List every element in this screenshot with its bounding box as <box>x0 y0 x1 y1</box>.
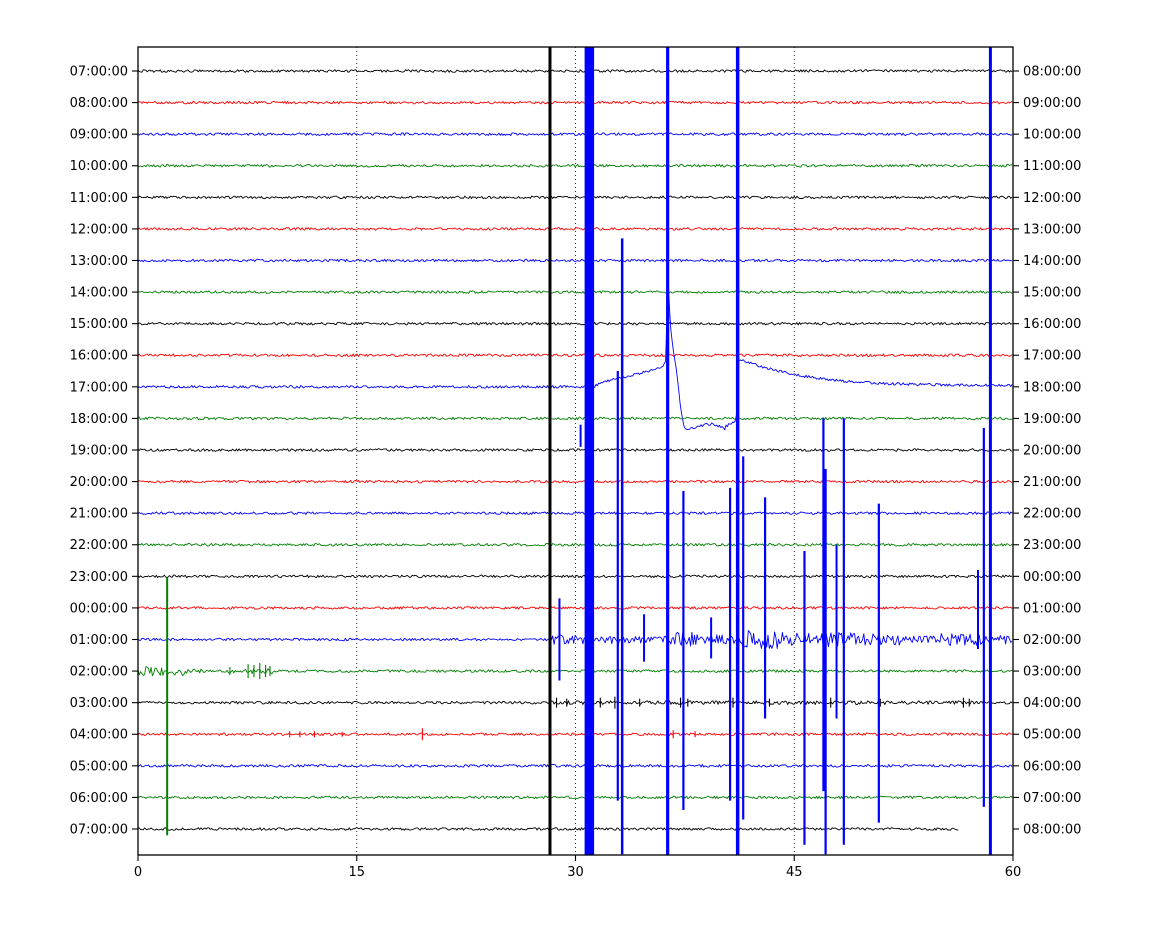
right-tick-label: 08:00:00 <box>1023 822 1081 837</box>
right-tick-label: 09:00:00 <box>1023 96 1081 111</box>
trace-row-210000 <box>138 511 1013 515</box>
trace-row-060000 <box>138 795 1013 800</box>
x-tick-label: 0 <box>134 865 142 880</box>
left-tick-label: 08:00:00 <box>70 96 128 111</box>
right-tick-label: 22:00:00 <box>1023 507 1081 522</box>
trace-row-200000 <box>138 479 1013 484</box>
trace-row-070000 <box>138 827 959 831</box>
left-tick-label: 19:00:00 <box>70 443 128 458</box>
trace-row-110000 <box>138 195 1013 200</box>
trace-row-230000 <box>138 574 1013 579</box>
trace-row-100000 <box>138 164 1013 168</box>
right-tick-label: 16:00:00 <box>1023 317 1081 332</box>
left-tick-label: 01:00:00 <box>70 633 128 648</box>
traces <box>138 69 1013 831</box>
x-tick-label: 60 <box>1005 865 1022 880</box>
left-tick-label: 15:00:00 <box>70 317 128 332</box>
right-tick-label: 13:00:00 <box>1023 222 1081 237</box>
trace-row-180000 <box>138 416 1013 421</box>
trace-row-090000 <box>138 132 1013 136</box>
trace-row-000000 <box>138 606 1013 610</box>
trace-row-130000 <box>138 258 1013 263</box>
left-tick-label: 22:00:00 <box>70 538 128 553</box>
trace-row-190000 <box>138 448 1013 452</box>
event-lines <box>166 47 992 855</box>
trace-row-220000 <box>138 542 1013 547</box>
trace-row-040000 <box>138 732 1013 736</box>
left-tick-label: 21:00:00 <box>70 507 128 522</box>
left-tick-label: 16:00:00 <box>70 349 128 364</box>
x-tick-label: 45 <box>786 865 803 880</box>
left-tick-label: 12:00:00 <box>70 222 128 237</box>
left-tick-label: 06:00:00 <box>70 791 128 806</box>
left-tick-label: 09:00:00 <box>70 128 128 143</box>
left-tick-label: 05:00:00 <box>70 759 128 774</box>
left-tick-label: 00:00:00 <box>70 601 128 616</box>
trace-row-080000 <box>138 100 1013 105</box>
trace-row-030000 <box>138 700 1013 706</box>
trace-row-170000 <box>138 282 1013 431</box>
right-tick-label: 10:00:00 <box>1023 128 1081 143</box>
trace-row-010000 <box>138 630 1013 649</box>
left-tick-label: 17:00:00 <box>70 380 128 395</box>
left-tick-label: 13:00:00 <box>70 254 128 269</box>
left-tick-label: 18:00:00 <box>70 412 128 427</box>
left-tick-label: 23:00:00 <box>70 570 128 585</box>
right-tick-label: 21:00:00 <box>1023 475 1081 490</box>
trace-row-150000 <box>138 321 1013 326</box>
right-tick-label: 02:00:00 <box>1023 633 1081 648</box>
trace-row-070000 <box>138 69 1013 73</box>
left-tick-label: 07:00:00 <box>70 822 128 837</box>
trace-row-020000 <box>138 666 1013 677</box>
right-tick-label: 11:00:00 <box>1023 159 1081 174</box>
right-tick-label: 04:00:00 <box>1023 696 1081 711</box>
right-tick-label: 06:00:00 <box>1023 759 1081 774</box>
right-tick-label: 20:00:00 <box>1023 443 1081 458</box>
x-tick-label: 15 <box>348 865 365 880</box>
right-tick-label: 07:00:00 <box>1023 791 1081 806</box>
trace-row-160000 <box>138 353 1013 357</box>
right-tick-label: 08:00:00 <box>1023 65 1081 80</box>
right-tick-label: 15:00:00 <box>1023 286 1081 301</box>
right-tick-label: 19:00:00 <box>1023 412 1081 427</box>
right-tick-label: 12:00:00 <box>1023 191 1081 206</box>
axis-labels: 07:00:00 08:00:00 08:00:00 09:00:00 09:00:00… <box>70 65 1082 881</box>
left-tick-label: 03:00:00 <box>70 696 128 711</box>
right-tick-label: 23:00:00 <box>1023 538 1081 553</box>
left-tick-label: 04:00:00 <box>70 728 128 743</box>
left-tick-label: 20:00:00 <box>70 475 128 490</box>
x-tick-label: 30 <box>567 865 584 880</box>
left-tick-label: 07:00:00 <box>70 65 128 80</box>
left-tick-label: 11:00:00 <box>70 191 128 206</box>
left-tick-label: 10:00:00 <box>70 159 128 174</box>
trace-row-140000 <box>138 290 1013 294</box>
left-tick-label: 14:00:00 <box>70 286 128 301</box>
right-tick-label: 00:00:00 <box>1023 570 1081 585</box>
right-tick-label: 18:00:00 <box>1023 380 1081 395</box>
trace-row-120000 <box>138 227 1013 231</box>
right-tick-label: 01:00:00 <box>1023 601 1081 616</box>
left-tick-label: 02:00:00 <box>70 665 128 680</box>
axes <box>132 46 1019 861</box>
trace-row-050000 <box>138 764 1013 768</box>
right-tick-label: 14:00:00 <box>1023 254 1081 269</box>
right-tick-label: 03:00:00 <box>1023 665 1081 680</box>
right-tick-label: 17:00:00 <box>1023 349 1081 364</box>
right-tick-label: 05:00:00 <box>1023 728 1081 743</box>
